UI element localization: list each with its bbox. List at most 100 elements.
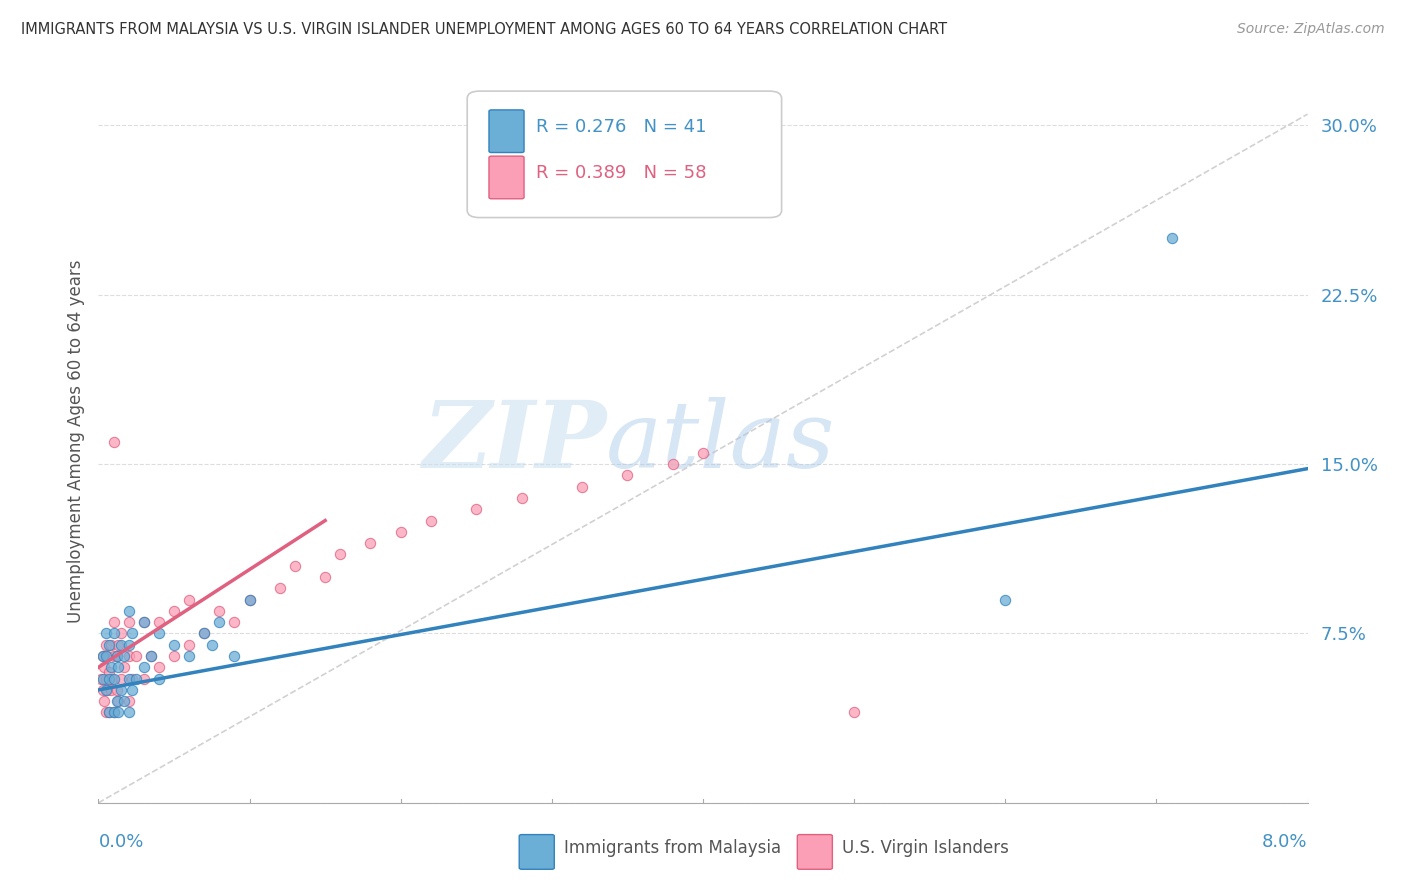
Point: [100, 682, 122, 697]
Text: R = 0.276   N = 41: R = 0.276 N = 41: [536, 119, 707, 136]
Point: [132, 672, 155, 686]
Point: [148, 626, 170, 640]
Text: R = 0.389   N = 58: R = 0.389 N = 58: [536, 164, 707, 182]
Point: [100, 660, 122, 674]
Point: [193, 626, 215, 640]
Point: [91, 648, 114, 663]
Point: [179, 638, 201, 652]
Point: [163, 604, 186, 618]
Point: [118, 648, 141, 663]
Point: [163, 648, 186, 663]
Point: [132, 615, 155, 630]
Point: [98, 638, 121, 652]
FancyBboxPatch shape: [467, 91, 782, 218]
Point: [94, 682, 117, 697]
Y-axis label: Unemployment Among Ages 60 to 64 years: Unemployment Among Ages 60 to 64 years: [66, 260, 84, 624]
Point: [208, 604, 231, 618]
Text: U.S. Virgin Islanders: U.S. Virgin Islanders: [842, 838, 1010, 856]
Point: [201, 638, 224, 652]
Point: [112, 694, 135, 708]
Point: [94, 626, 117, 640]
Point: [148, 672, 170, 686]
Point: [239, 592, 262, 607]
Point: [121, 626, 143, 640]
Point: [103, 706, 125, 720]
Point: [110, 672, 132, 686]
Point: [284, 558, 307, 573]
Point: [105, 682, 128, 697]
Point: [98, 665, 121, 679]
Point: [90, 672, 112, 686]
Point: [94, 648, 117, 663]
Point: [93, 660, 115, 674]
Point: [107, 660, 129, 674]
Point: [91, 648, 114, 663]
Point: [96, 682, 118, 697]
Point: [571, 480, 593, 494]
Point: [1160, 231, 1182, 245]
FancyBboxPatch shape: [489, 156, 524, 199]
Text: IMMIGRANTS FROM MALAYSIA VS U.S. VIRGIN ISLANDER UNEMPLOYMENT AMONG AGES 60 TO 6: IMMIGRANTS FROM MALAYSIA VS U.S. VIRGIN …: [21, 22, 948, 37]
Point: [110, 682, 132, 697]
Point: [91, 682, 114, 697]
Point: [125, 648, 148, 663]
Point: [148, 615, 170, 630]
Point: [118, 694, 141, 708]
FancyBboxPatch shape: [489, 110, 524, 153]
Point: [121, 672, 143, 686]
Point: [389, 524, 412, 539]
Point: [239, 592, 262, 607]
Point: [103, 626, 125, 640]
Point: [91, 672, 114, 686]
Point: [224, 648, 246, 663]
Point: [103, 615, 125, 630]
Point: [360, 536, 382, 550]
Point: [132, 615, 155, 630]
Point: [118, 638, 141, 652]
Point: [100, 638, 122, 652]
Point: [208, 615, 231, 630]
Point: [118, 604, 141, 618]
Point: [103, 434, 125, 449]
Point: [269, 582, 291, 596]
Point: [132, 660, 155, 674]
Point: [994, 592, 1017, 607]
Point: [110, 626, 132, 640]
FancyBboxPatch shape: [519, 835, 554, 870]
Point: [141, 648, 163, 663]
Point: [141, 648, 163, 663]
Point: [692, 446, 714, 460]
Point: [179, 648, 201, 663]
Point: [329, 548, 352, 562]
Point: [844, 706, 866, 720]
FancyBboxPatch shape: [797, 835, 832, 870]
Point: [193, 626, 215, 640]
Point: [163, 638, 186, 652]
Point: [224, 615, 246, 630]
Point: [103, 672, 125, 686]
Point: [105, 648, 128, 663]
Point: [103, 706, 125, 720]
Point: [510, 491, 533, 505]
Point: [110, 638, 132, 652]
Point: [94, 672, 117, 686]
Text: ZIP: ZIP: [422, 397, 606, 486]
Point: [148, 660, 170, 674]
Text: Source: ZipAtlas.com: Source: ZipAtlas.com: [1237, 22, 1385, 37]
Point: [420, 514, 443, 528]
Point: [98, 706, 121, 720]
Text: 8.0%: 8.0%: [1263, 833, 1308, 851]
Point: [107, 706, 129, 720]
Point: [105, 694, 128, 708]
Point: [616, 468, 638, 483]
Point: [118, 615, 141, 630]
Point: [661, 457, 683, 471]
Text: atlas: atlas: [606, 397, 835, 486]
Point: [107, 694, 129, 708]
Text: Immigrants from Malaysia: Immigrants from Malaysia: [564, 838, 782, 856]
Point: [179, 592, 201, 607]
Text: 0.0%: 0.0%: [98, 833, 143, 851]
Point: [112, 660, 135, 674]
Point: [98, 706, 121, 720]
Point: [314, 570, 336, 584]
